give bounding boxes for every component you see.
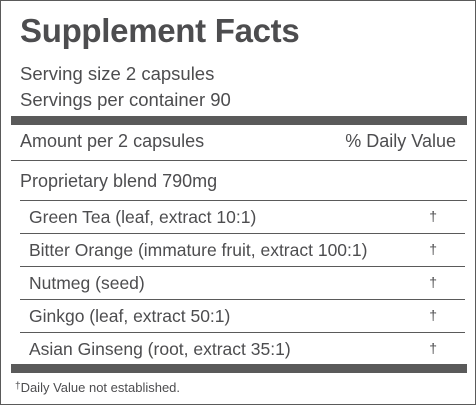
divider-line xyxy=(11,160,467,161)
ingredient-row: Ginkgo (leaf, extract 50:1) † xyxy=(20,300,465,333)
proprietary-blend: Proprietary blend 790mg xyxy=(20,171,218,191)
thick-divider-top xyxy=(11,116,467,125)
thick-divider-bottom xyxy=(11,364,467,373)
ingredient-name: Nutmeg (seed) xyxy=(29,273,145,293)
ingredient-row: Green Tea (leaf, extract 10:1) † xyxy=(20,201,465,234)
ingredient-row: Nutmeg (seed) † xyxy=(20,267,465,300)
amount-header-row: Amount per 2 capsules % Daily Value xyxy=(20,128,456,154)
daily-value-mark: † xyxy=(429,208,437,224)
footnote-text: Daily Value not established. xyxy=(20,380,181,395)
daily-value-mark: † xyxy=(429,307,437,323)
servings-per-container: Servings per container 90 xyxy=(20,89,231,110)
ingredient-row: Bitter Orange (immature fruit, extract 1… xyxy=(20,234,465,267)
ingredient-name: Green Tea (leaf, extract 10:1) xyxy=(29,207,257,227)
ingredient-name: Bitter Orange (immature fruit, extract 1… xyxy=(29,240,368,260)
ingredient-list: Green Tea (leaf, extract 10:1) † Bitter … xyxy=(20,201,465,365)
daily-value-mark: † xyxy=(429,241,437,257)
daily-value-header: % Daily Value xyxy=(345,131,456,151)
ingredient-row: Asian Ginseng (root, extract 35:1) † xyxy=(20,333,465,365)
daily-value-mark: † xyxy=(429,274,437,290)
daily-value-mark: † xyxy=(429,340,437,356)
ingredient-name: Ginkgo (leaf, extract 50:1) xyxy=(29,306,231,326)
amount-header: Amount per 2 capsules xyxy=(20,131,205,151)
panel-title: Supplement Facts xyxy=(20,12,300,49)
ingredient-name: Asian Ginseng (root, extract 35:1) xyxy=(29,339,291,359)
footnote-mark: † xyxy=(15,381,21,392)
divider-line xyxy=(20,200,467,201)
footnote: †Daily Value not established. xyxy=(15,378,180,397)
serving-size: Serving size 2 capsules xyxy=(20,63,215,84)
